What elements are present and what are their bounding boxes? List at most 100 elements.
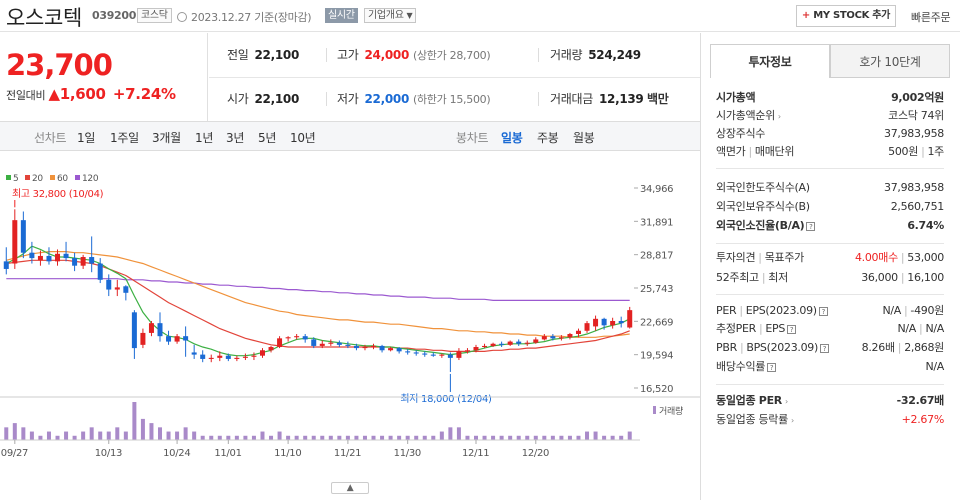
realtime-button[interactable]: 실시간 bbox=[325, 8, 358, 23]
opinion-value: 4.00매수 | 53,000 bbox=[854, 251, 944, 264]
candle bbox=[20, 220, 26, 253]
chart-canvas: 5 20 60 120 34,966 31,891 28,817 25,743 22,669 19… bbox=[0, 174, 700, 459]
collapse-button[interactable]: ▲ bbox=[331, 482, 369, 494]
industry-rate-label: 동일업종 등락률 › bbox=[716, 411, 794, 430]
candle bbox=[379, 345, 385, 351]
volume-bar bbox=[619, 435, 624, 440]
volume-bar bbox=[46, 431, 51, 440]
open-label: 시가 bbox=[227, 92, 249, 106]
volume-bar bbox=[499, 435, 504, 440]
candle bbox=[234, 357, 240, 359]
candle bbox=[601, 318, 607, 326]
rank-row: 시가총액순위 › 코스닥 74위 bbox=[716, 107, 944, 125]
candle bbox=[362, 347, 368, 349]
tab-daily[interactable]: 일봉 bbox=[501, 131, 523, 145]
est-eps-label-text: EPS bbox=[765, 322, 786, 335]
candle bbox=[507, 341, 513, 345]
foreign-ratio-value-text: 6.74% bbox=[907, 219, 944, 232]
tab-1y[interactable]: 1년 bbox=[195, 131, 214, 145]
help-icon[interactable]: ? bbox=[806, 222, 816, 231]
mystock-add-button[interactable]: + MY STOCK 추가 bbox=[796, 5, 896, 27]
x-tick-label: 10/24 bbox=[163, 448, 190, 459]
volume-bar bbox=[21, 427, 26, 440]
overview-label: 기업개요 bbox=[368, 10, 404, 21]
volume-bar bbox=[98, 431, 103, 440]
bps-label-text: BPS(2023.09) bbox=[746, 341, 818, 354]
open-price: 시가 22,100 bbox=[227, 77, 299, 121]
clock-icon bbox=[177, 12, 187, 22]
volume-bar bbox=[491, 435, 496, 440]
volume-bar bbox=[542, 435, 547, 440]
shares-label: 상장주식수 bbox=[716, 127, 766, 140]
caret-right-icon: › bbox=[784, 397, 788, 406]
volume-bar bbox=[550, 435, 555, 440]
tab-1d[interactable]: 1일 bbox=[77, 131, 96, 145]
prev-close-value: 22,100 bbox=[254, 48, 299, 62]
candle-chart-label[interactable]: 봉차트 bbox=[456, 131, 489, 145]
volume-bar bbox=[602, 435, 607, 440]
candle bbox=[388, 348, 394, 351]
open-value: 22,100 bbox=[254, 92, 299, 106]
volume-bar bbox=[251, 435, 256, 440]
top-bar: 오스코텍 039200 코스닥 2023.12.27 기준(장마감) 실시간 기… bbox=[0, 0, 960, 32]
tab-invest-info[interactable]: 투자정보 bbox=[710, 44, 830, 78]
divider bbox=[538, 92, 539, 106]
mystock-label: MY STOCK 추가 bbox=[813, 10, 891, 21]
tab-10y[interactable]: 10년 bbox=[290, 131, 316, 145]
candle bbox=[174, 336, 180, 342]
tab-5y[interactable]: 5년 bbox=[258, 131, 277, 145]
chevron-down-icon: ▼ bbox=[406, 11, 413, 20]
market-cap-label-text: 시가총액 bbox=[716, 91, 756, 104]
candle bbox=[405, 351, 411, 353]
volume-bar bbox=[474, 435, 478, 440]
rank-label-text: 시가총액순위 bbox=[716, 109, 775, 122]
tab-1w[interactable]: 1주일 bbox=[110, 131, 139, 145]
volume-bar bbox=[482, 435, 487, 440]
volume-bar bbox=[567, 435, 572, 440]
ma5-line bbox=[6, 245, 630, 357]
candle bbox=[345, 344, 351, 346]
per-row: PER | EPS(2023.09)? N/A | -490원 bbox=[716, 302, 944, 320]
help-icon[interactable]: ? bbox=[787, 325, 797, 334]
candle bbox=[277, 338, 283, 348]
lower-limit: (하한가 15,500) bbox=[413, 93, 491, 106]
line-chart-label[interactable]: 선차트 bbox=[34, 131, 67, 145]
volume-bar bbox=[397, 435, 402, 440]
tab-3y[interactable]: 3년 bbox=[226, 131, 245, 145]
candle bbox=[225, 355, 231, 359]
quick-order-link[interactable]: 빠른주문 bbox=[911, 11, 951, 24]
tab-monthly[interactable]: 월봉 bbox=[573, 131, 595, 145]
tab-orderbook[interactable]: 호가 10단계 bbox=[830, 44, 950, 78]
help-icon[interactable]: ? bbox=[767, 363, 777, 372]
divider bbox=[326, 48, 327, 62]
chevron-up-icon: ▲ bbox=[346, 483, 354, 493]
dividend-value: N/A bbox=[925, 360, 944, 373]
target-label-text: 목표주가 bbox=[764, 251, 805, 264]
current-price: 23,700 bbox=[6, 48, 113, 82]
tab-weekly[interactable]: 주봉 bbox=[537, 131, 559, 145]
ma120-line bbox=[6, 278, 630, 301]
change-line: 전일대비 ▲1,600 +7.24% bbox=[6, 85, 176, 103]
candle bbox=[430, 354, 436, 356]
low-value: 22,000 bbox=[364, 92, 409, 106]
stock-code: 039200 bbox=[92, 9, 137, 22]
volume-bar bbox=[260, 431, 265, 440]
foreign-limit-label: 외국인한도주식수(A) bbox=[716, 181, 810, 194]
volume-bar bbox=[439, 431, 444, 440]
low-price: 저가 22,000 (하한가 15,500) bbox=[337, 77, 491, 121]
candle bbox=[97, 263, 103, 280]
tab-3m[interactable]: 3개월 bbox=[152, 131, 181, 145]
est-per-value-text: N/A bbox=[897, 322, 917, 335]
candle bbox=[396, 348, 402, 352]
wk52-low-value: 16,100 bbox=[907, 271, 944, 284]
divider bbox=[209, 77, 700, 78]
candle bbox=[29, 252, 35, 259]
overview-dropdown[interactable]: 기업개요 ▼ bbox=[364, 8, 417, 23]
amount-value: 12,139 bbox=[598, 92, 644, 106]
candle bbox=[422, 353, 428, 355]
candle bbox=[12, 220, 18, 264]
help-icon[interactable]: ? bbox=[818, 307, 828, 316]
volume-bar bbox=[123, 431, 128, 440]
volume-bar bbox=[115, 427, 120, 440]
help-icon[interactable]: ? bbox=[819, 344, 829, 353]
